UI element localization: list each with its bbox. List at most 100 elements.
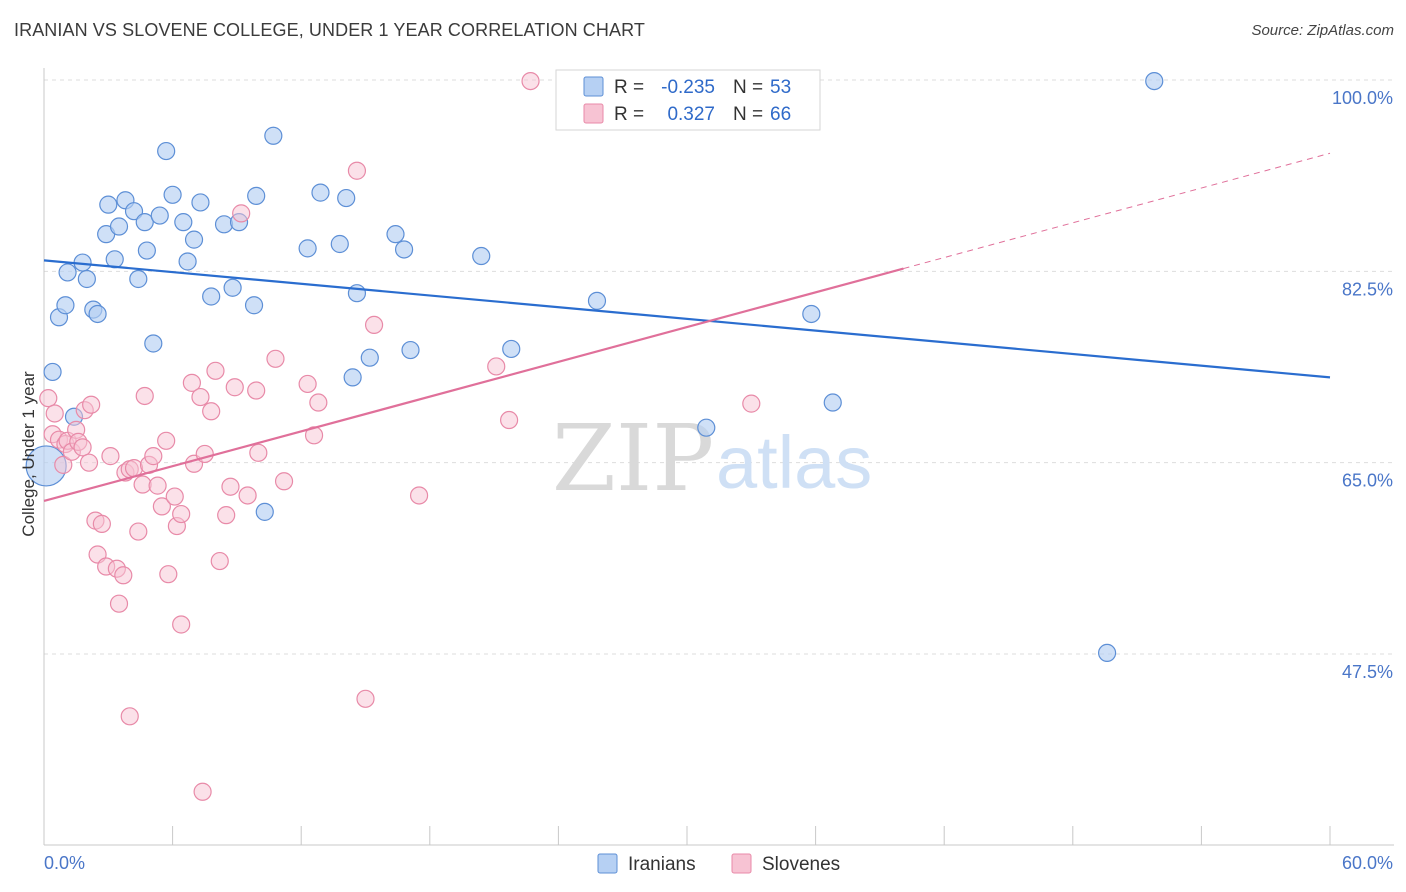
slovenes-trend-line-extension [903, 152, 1331, 270]
slovenes-point [92, 514, 111, 533]
y-tick-label: 100.0% [1332, 88, 1393, 108]
slovenes-point [193, 782, 212, 801]
iranians-point [244, 296, 264, 315]
slovenes-point [159, 565, 178, 584]
legend-label-slovenes: Slovenes [762, 854, 840, 875]
legend-r-label-slovenes: R = [614, 104, 644, 125]
legend-r-label-iranians: R = [614, 77, 644, 98]
iranians-point [823, 393, 842, 412]
slovenes-point [182, 373, 201, 392]
slovenes-point [101, 447, 120, 466]
slovenes-point [232, 204, 251, 223]
legend-n-value-slovenes: 66 [770, 104, 791, 125]
iranians-point [802, 304, 821, 324]
watermark: ZIP atlas [552, 405, 872, 512]
iranians-point [137, 241, 156, 260]
slovenes-point [221, 477, 240, 496]
iranians-point [191, 193, 210, 212]
x-tick-labels: 0.0% 60.0% [44, 853, 1393, 873]
slovenes-trend-line [43, 267, 904, 502]
series-legend: Iranians Slovenes [597, 853, 840, 875]
iranians-point [56, 296, 75, 315]
x-tick-label-max: 60.0% [1342, 853, 1393, 873]
iranians-trend-line [43, 259, 1331, 379]
slovenes-point [521, 71, 540, 91]
legend-swatch-slovenes-bottom [731, 853, 752, 874]
iranians-point [135, 213, 154, 232]
iranians-point [157, 141, 176, 161]
legend-r-value-slovenes: 0.327 [667, 104, 715, 125]
iranians-point [386, 225, 405, 244]
slovenes-point [266, 349, 285, 368]
iranians-point [330, 234, 349, 254]
slovenes-point [120, 707, 139, 726]
slovenes-point [144, 447, 163, 466]
x-tick-label-min: 0.0% [44, 853, 85, 873]
slovenes-point [309, 393, 328, 412]
slovenes-point [247, 381, 266, 400]
slovenes-point [114, 566, 133, 585]
iranians-point [1097, 643, 1117, 663]
slovenes-point [79, 453, 99, 472]
watermark-zip: ZIP [552, 405, 714, 512]
slovenes-point [487, 357, 506, 376]
slovenes-point [152, 497, 171, 516]
iranians-point [109, 217, 129, 236]
slovenes-point [347, 161, 367, 180]
slovenes-point [129, 522, 148, 541]
iranians-point [150, 206, 169, 225]
slovenes-point [238, 486, 257, 505]
watermark-atlas: atlas [716, 421, 872, 504]
slovenes-point [202, 402, 221, 421]
slovenes-point [109, 594, 129, 613]
iranians-point [264, 126, 283, 145]
legend-n-label-slovenes: N = [733, 104, 763, 125]
iranians-point [144, 334, 163, 353]
iranians-point [401, 340, 420, 360]
iranians-point [298, 239, 317, 258]
legend-n-label-iranians: N = [733, 77, 763, 98]
y-tick-label: 65.0% [1342, 471, 1393, 491]
iranians-point [214, 215, 234, 234]
chart-title: IRANIAN VS SLOVENE COLLEGE, UNDER 1 YEAR… [14, 20, 645, 40]
legend-n-value-iranians: 53 [770, 77, 791, 98]
y-tick-labels: 47.5% 65.0% 82.5% 100.0% [1332, 88, 1393, 682]
iranians-point [247, 186, 266, 205]
trend-lines [43, 152, 1331, 502]
source-label: Source: ZipAtlas.com [1251, 22, 1394, 39]
iranians-point [337, 188, 356, 208]
slovenes-point [133, 475, 152, 494]
iranians-point [360, 348, 379, 367]
slovenes-point [274, 472, 294, 491]
slovenes-point [172, 615, 191, 634]
iranians-point [124, 202, 144, 221]
iranians-point [88, 304, 107, 324]
iranians-point [697, 418, 716, 437]
legend-r-value-iranians: -0.235 [661, 77, 715, 98]
slovenes-point [298, 374, 317, 394]
slovenes-point [165, 487, 184, 506]
slovenes-point [135, 386, 154, 406]
slovenes-point [191, 387, 210, 407]
slovenes-point [172, 504, 191, 524]
slovenes-point [45, 404, 64, 423]
slovenes-point [356, 689, 375, 708]
y-axis-label: College, Under 1 year [19, 371, 38, 537]
slovenes-point [217, 506, 236, 525]
iranians-point [1145, 71, 1164, 91]
iranians-point [311, 183, 330, 202]
iranians-point [163, 185, 182, 204]
correlation-legend: R = -0.235 N = 53 R = 0.327 N = 66 [555, 69, 821, 131]
legend-swatch-slovenes [583, 103, 604, 124]
slovenes-point [82, 395, 101, 414]
iranians-point [43, 362, 62, 382]
slovenes-point [225, 378, 244, 397]
slovenes-point [39, 389, 58, 408]
slovenes-point [409, 486, 429, 505]
grid-lines [44, 79, 1394, 655]
data-points [25, 71, 1164, 801]
y-tick-label: 47.5% [1342, 662, 1393, 682]
slovenes-point [742, 394, 761, 413]
iranians-point [174, 213, 193, 232]
legend-swatch-iranians [583, 76, 604, 97]
